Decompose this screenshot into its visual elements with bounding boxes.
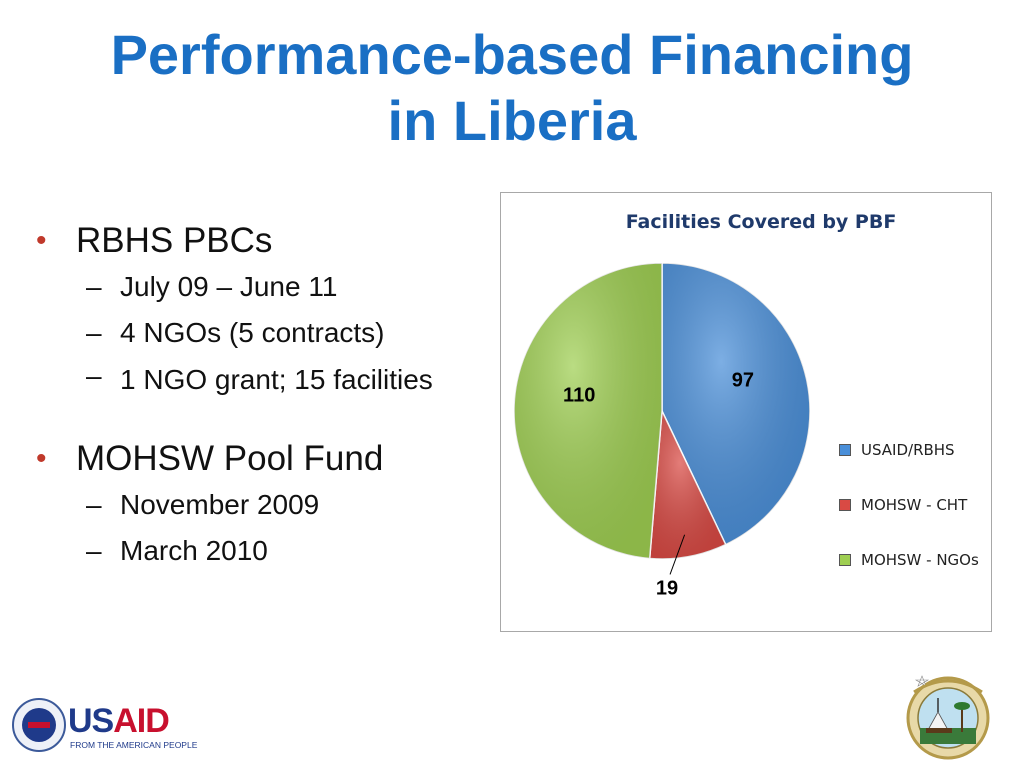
sub-bullet: 4 NGOs (5 contracts) xyxy=(36,310,476,356)
bullet-mohsw-pool-fund: MOHSW Pool Fund xyxy=(36,436,476,482)
chart-title: Facilities Covered by PBF xyxy=(625,211,897,233)
pie-data-label: 110 xyxy=(563,385,595,407)
pie-data-label: 97 xyxy=(732,370,754,392)
legend-label: USAID/RBHS xyxy=(861,441,955,459)
liberia-seal-icon xyxy=(906,675,990,760)
usaid-logo: USAID FROM THE AMERICAN PEOPLE xyxy=(12,698,197,758)
usaid-seal-icon xyxy=(12,698,66,752)
sub-bullet: 1 NGO grant; 15 facilities xyxy=(36,356,476,400)
pie-data-label: 19 xyxy=(656,577,678,599)
pie-slice-shading xyxy=(513,263,662,559)
sub-bullet: November 2009 xyxy=(36,482,476,528)
pie-chart-frame: Facilities Covered by PBF 97 19 110 USAID/… xyxy=(500,192,992,632)
legend-swatch xyxy=(839,499,851,511)
slide-title: Performance-based Financing in Liberia xyxy=(0,22,1024,154)
legend-item: USAID/RBHS xyxy=(839,439,989,461)
legend-item: MOHSW - CHT xyxy=(839,494,989,516)
pie-slice-shading xyxy=(649,411,726,559)
slide-title-line-1: Performance-based Financing xyxy=(110,23,914,86)
bullet-rbhs-pbcs: RBHS PBCs xyxy=(36,218,476,264)
chart-legend: USAID/RBHS MOHSW - CHT MOHSW - NGOs xyxy=(839,439,989,604)
legend-swatch xyxy=(839,554,851,566)
pie-leader-line xyxy=(669,534,686,575)
sub-bullet: March 2010 xyxy=(36,528,476,574)
legend-label: MOHSW - NGOs xyxy=(861,551,979,569)
usaid-tagline: FROM THE AMERICAN PEOPLE xyxy=(70,740,198,750)
legend-item: MOHSW - NGOs xyxy=(839,549,989,571)
slide-title-line-2: in Liberia xyxy=(387,89,637,152)
legend-label: MOHSW - CHT xyxy=(861,496,968,514)
pie-chart: 97 19 110 xyxy=(513,262,811,599)
legend-swatch xyxy=(839,444,851,456)
bullet-list: RBHS PBCs July 09 – June 11 4 NGOs (5 co… xyxy=(36,218,476,574)
usaid-wordmark: USAID xyxy=(68,702,170,740)
sub-bullet: July 09 – June 11 xyxy=(36,264,476,310)
pie-slice-shading xyxy=(662,263,811,545)
